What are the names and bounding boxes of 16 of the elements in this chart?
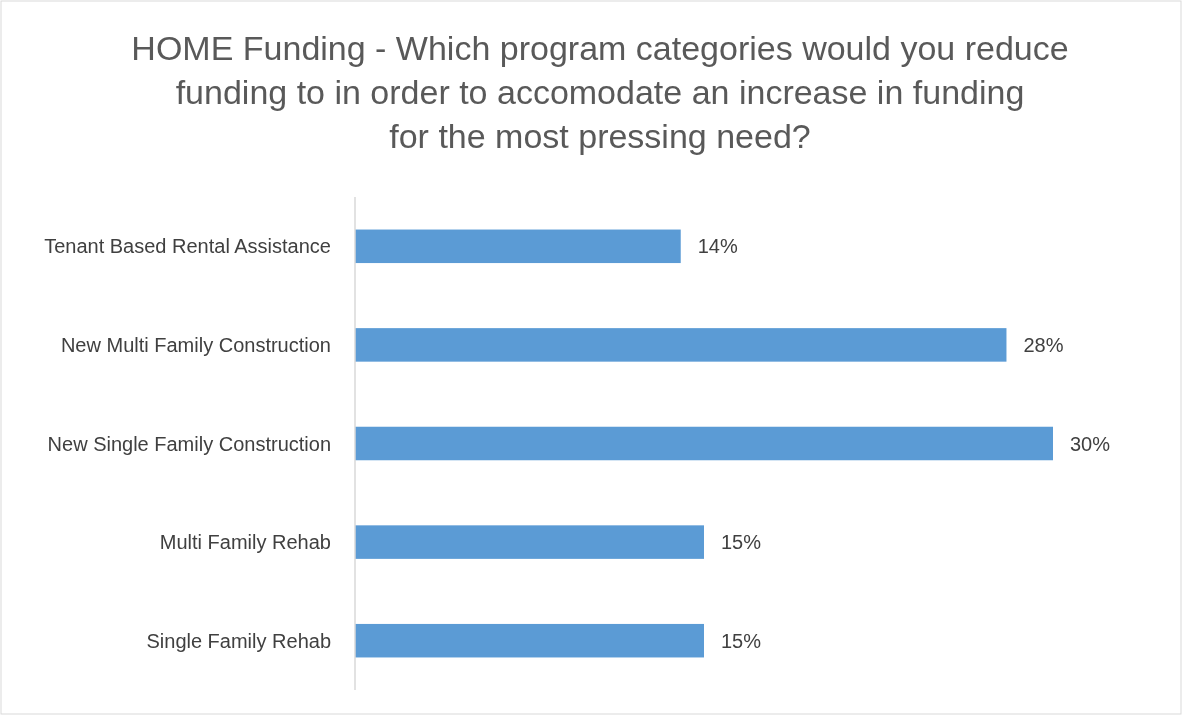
data-label: 30% xyxy=(1070,432,1111,455)
y-tick-label: Single Family Rehab xyxy=(146,629,331,652)
data-label: 15% xyxy=(721,531,762,554)
bar xyxy=(355,525,704,559)
data-label: 14% xyxy=(697,235,738,258)
chart-title: HOME Funding - Which program categories would you reduce funding to in order to accomodate an increase in funding for the most pressing need? xyxy=(131,29,1069,155)
bar xyxy=(355,623,704,658)
y-tick-label: New Multi Family Construction xyxy=(60,333,331,356)
bar xyxy=(355,328,1007,362)
data-label: 15% xyxy=(721,629,762,652)
bar xyxy=(355,229,681,264)
data-label: 28% xyxy=(1023,333,1064,356)
y-tick-label: Multi Family Rehab xyxy=(159,531,331,554)
y-tick-label: New Single Family Construction xyxy=(47,432,331,455)
y-tick-label: Tenant Based Rental Assistance xyxy=(44,235,331,258)
bar xyxy=(355,426,1053,461)
